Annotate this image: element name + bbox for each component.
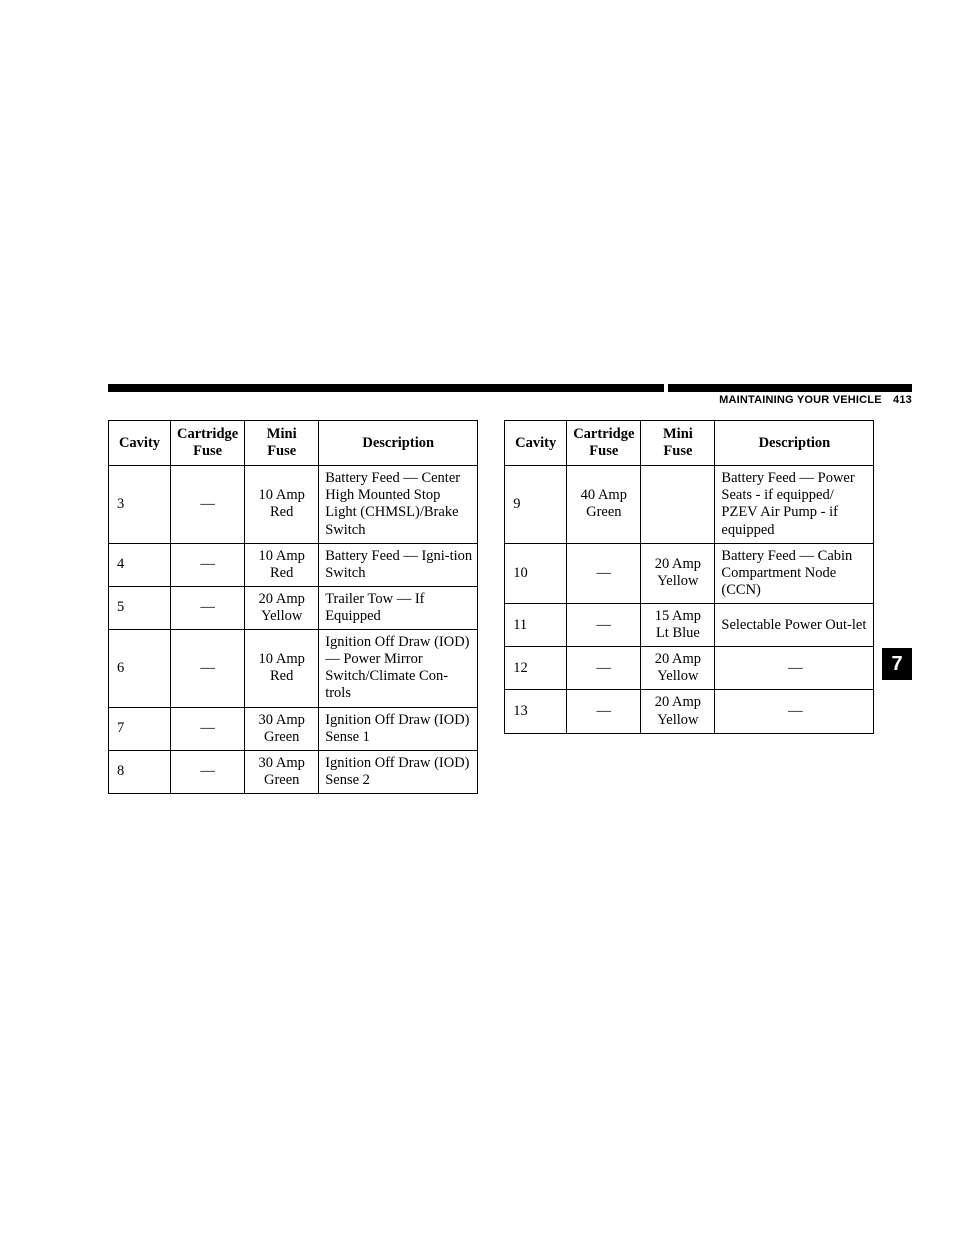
- cell-mini: 15 AmpLt Blue: [641, 603, 715, 646]
- col-header-cavity: Cavity: [109, 421, 171, 466]
- table-row: 6—10 AmpRedIgnition Off Draw (IOD) — Pow…: [109, 630, 478, 707]
- cell-desc: Ignition Off Draw (IOD) Sense 2: [319, 750, 478, 793]
- cell-desc: Selectable Power Out-let: [715, 603, 874, 646]
- table-row: 11—15 AmpLt BlueSelectable Power Out-let: [505, 603, 874, 646]
- cell-mini: 10 AmpRed: [245, 466, 319, 543]
- table-row: 5—20 AmpYellowTrailer Tow — If Equipped: [109, 586, 478, 629]
- table-row: 13—20 AmpYellow—: [505, 690, 874, 733]
- cell-mini: 20 AmpYellow: [641, 690, 715, 733]
- cell-desc: Battery Feed — Center High Mounted Stop …: [319, 466, 478, 543]
- tables-container: Cavity Cartridge Fuse Mini Fuse Descript…: [108, 420, 912, 794]
- cell-mini: 30 AmpGreen: [245, 707, 319, 750]
- cell-cartridge: —: [567, 543, 641, 603]
- table-row: 8—30 AmpGreenIgnition Off Draw (IOD) Sen…: [109, 750, 478, 793]
- cell-mini: 20 AmpYellow: [641, 647, 715, 690]
- cell-cartridge: —: [567, 603, 641, 646]
- table-row: 10—20 AmpYellowBattery Feed — Cabin Comp…: [505, 543, 874, 603]
- table-row: 940 AmpGreen Battery Feed — Power Seats -…: [505, 466, 874, 543]
- header-rule: [108, 384, 912, 392]
- table-row: 3—10 AmpRedBattery Feed — Center High Mo…: [109, 466, 478, 543]
- cell-desc: —: [715, 647, 874, 690]
- cell-cavity: 11: [505, 603, 567, 646]
- col-header-mini: Mini Fuse: [641, 421, 715, 466]
- fuse-table-right: Cavity Cartridge Fuse Mini Fuse Descript…: [504, 420, 874, 734]
- cell-cavity: 3: [109, 466, 171, 543]
- cell-cavity: 13: [505, 690, 567, 733]
- cell-mini: 10 AmpRed: [245, 543, 319, 586]
- cell-cartridge: —: [171, 586, 245, 629]
- section-tab-number: 7: [891, 653, 902, 676]
- fuse-table-left: Cavity Cartridge Fuse Mini Fuse Descript…: [108, 420, 478, 794]
- cell-cavity: 4: [109, 543, 171, 586]
- cell-cartridge: 40 AmpGreen: [567, 466, 641, 543]
- rule-segment-left: [108, 384, 664, 392]
- cell-mini: 20 AmpYellow: [245, 586, 319, 629]
- cell-cavity: 8: [109, 750, 171, 793]
- table-header-row: Cavity Cartridge Fuse Mini Fuse Descript…: [109, 421, 478, 466]
- cell-cavity: 6: [109, 630, 171, 707]
- page-content: MAINTAINING YOUR VEHICLE 413 Cavity Cart…: [108, 384, 912, 794]
- col-header-mini: Mini Fuse: [245, 421, 319, 466]
- table-row: 4—10 AmpRedBattery Feed — Igni-tion Swit…: [109, 543, 478, 586]
- cell-cartridge: —: [567, 647, 641, 690]
- page-number: 413: [893, 394, 912, 406]
- cell-mini: [641, 466, 715, 543]
- col-header-desc: Description: [319, 421, 478, 466]
- cell-desc: —: [715, 690, 874, 733]
- cell-cartridge: —: [567, 690, 641, 733]
- table-row: 7—30 AmpGreenIgnition Off Draw (IOD) Sen…: [109, 707, 478, 750]
- table-header-row: Cavity Cartridge Fuse Mini Fuse Descript…: [505, 421, 874, 466]
- cell-cartridge: —: [171, 750, 245, 793]
- col-header-cartridge: Cartridge Fuse: [567, 421, 641, 466]
- cell-cavity: 12: [505, 647, 567, 690]
- cell-cartridge: —: [171, 707, 245, 750]
- cell-mini: 20 AmpYellow: [641, 543, 715, 603]
- table-row: 12—20 AmpYellow—: [505, 647, 874, 690]
- cell-desc: Battery Feed — Cabin Compartment Node (C…: [715, 543, 874, 603]
- section-tab: 7: [882, 648, 912, 680]
- cell-cavity: 9: [505, 466, 567, 543]
- col-header-cartridge: Cartridge Fuse: [171, 421, 245, 466]
- col-header-cavity: Cavity: [505, 421, 567, 466]
- cell-cavity: 7: [109, 707, 171, 750]
- col-header-desc: Description: [715, 421, 874, 466]
- rule-segment-right: [668, 384, 912, 392]
- cell-desc: Ignition Off Draw (IOD) Sense 1: [319, 707, 478, 750]
- cell-cartridge: —: [171, 630, 245, 707]
- cell-desc: Ignition Off Draw (IOD) — Power Mirror S…: [319, 630, 478, 707]
- cell-cavity: 10: [505, 543, 567, 603]
- cell-mini: 10 AmpRed: [245, 630, 319, 707]
- cell-desc: Battery Feed — Igni-tion Switch: [319, 543, 478, 586]
- cell-cartridge: —: [171, 466, 245, 543]
- section-title: MAINTAINING YOUR VEHICLE: [719, 394, 882, 406]
- cell-cartridge: —: [171, 543, 245, 586]
- cell-desc: Trailer Tow — If Equipped: [319, 586, 478, 629]
- header-title: MAINTAINING YOUR VEHICLE 413: [719, 394, 912, 406]
- cell-desc: Battery Feed — Power Seats - if equipped…: [715, 466, 874, 543]
- cell-cavity: 5: [109, 586, 171, 629]
- cell-mini: 30 AmpGreen: [245, 750, 319, 793]
- running-header: MAINTAINING YOUR VEHICLE 413: [108, 396, 912, 410]
